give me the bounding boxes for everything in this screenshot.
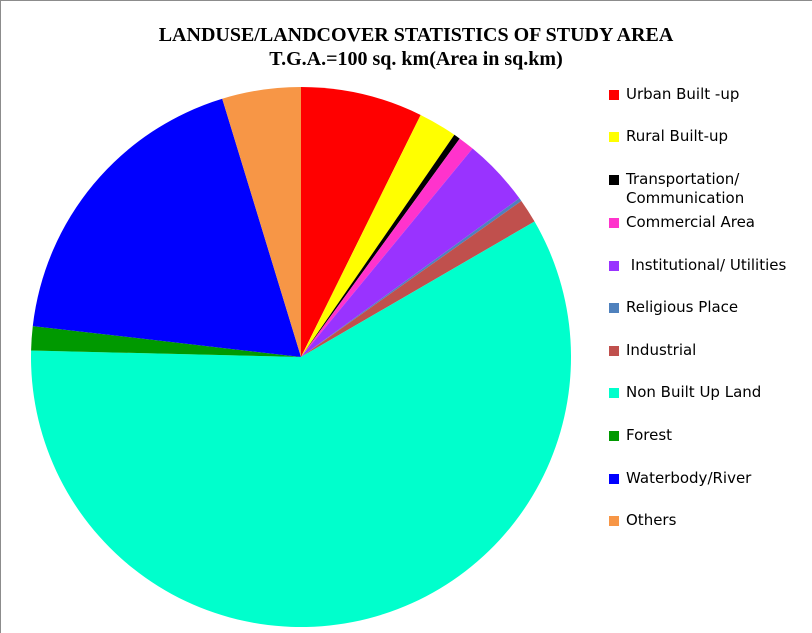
- legend-label-transportation-communication: Transportation/ Communication: [626, 170, 745, 207]
- legend-label-others: Others: [626, 511, 677, 529]
- legend-swatch-forest: [609, 431, 619, 441]
- legend-swatch-waterbody-river: [609, 474, 619, 484]
- pie-slice-others: [222, 87, 301, 357]
- chart-title-line-2: T.G.A.=100 sq. km(Area in sq.km): [269, 48, 563, 70]
- legend-label-waterbody-river: Waterbody/River: [626, 469, 752, 487]
- pie-slice-transportation-communication: [301, 134, 460, 357]
- legend-label-commercial-area: Commercial Area: [626, 213, 756, 231]
- legend-label-forest: Forest: [626, 426, 673, 444]
- legend-swatch-urban-built-up: [609, 90, 619, 100]
- legend-swatch-commercial-area: [609, 218, 619, 228]
- chart-title: LANDUSE/LANDCOVER STATISTICS OF STUDY AR…: [1, 23, 812, 71]
- legend-swatch-others: [609, 516, 619, 526]
- pie-slice-urban-built-up: [301, 86, 421, 357]
- legend-label-religious-place: Religious Place: [626, 298, 739, 316]
- legend-swatch-institutional-utilities: [609, 261, 619, 271]
- pie-slice-forest: [31, 326, 302, 357]
- legend-label-industrial: Industrial: [626, 341, 697, 359]
- legend-label-rural-built-up: Rural Built-up: [626, 127, 729, 145]
- legend-swatch-non-built-up-land: [609, 388, 619, 398]
- legend-swatch-industrial: [609, 346, 619, 356]
- pie-slice-waterbody-river: [32, 98, 301, 358]
- pie-slice-non-built-up-land: [31, 221, 572, 628]
- pie-slice-commercial-area: [301, 138, 473, 357]
- chart-title-line-1: LANDUSE/LANDCOVER STATISTICS OF STUDY AR…: [158, 24, 674, 46]
- legend-label-institutional-utilities: Institutional/ Utilities: [626, 256, 787, 274]
- legend-swatch-rural-built-up: [609, 132, 619, 142]
- pie-slice-industrial: [301, 200, 535, 357]
- legend-swatch-religious-place: [609, 303, 619, 313]
- legend-label-non-built-up-land: Non Built Up Land: [626, 383, 762, 401]
- pie-slice-religious-place: [301, 198, 522, 357]
- pie-slice-institutional-utilities: [301, 148, 520, 357]
- legend-label-urban-built-up: Urban Built -up: [626, 85, 740, 103]
- pie-slice-rural-built-up: [301, 114, 455, 358]
- legend-swatch-transportation-communication: [609, 175, 619, 185]
